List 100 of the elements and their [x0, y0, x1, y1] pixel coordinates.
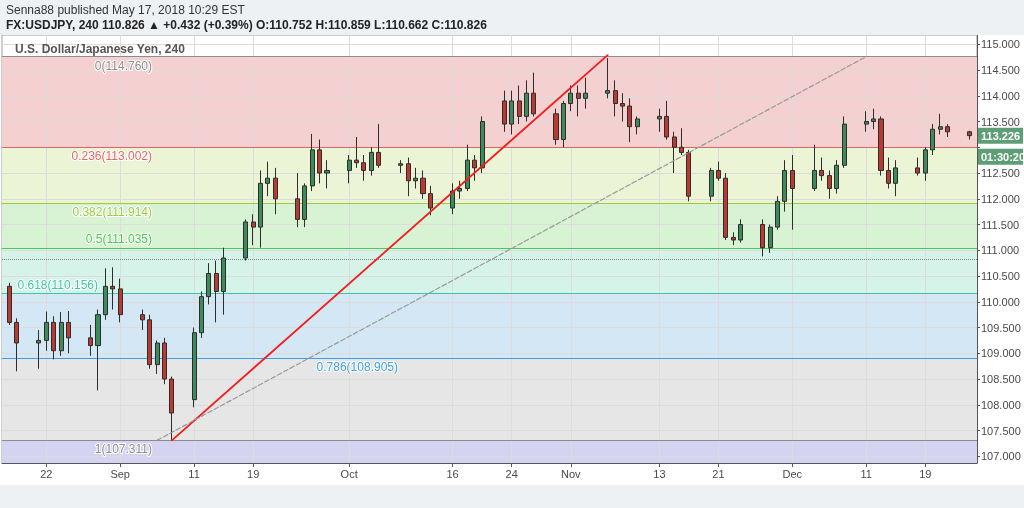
candlestick [842, 115, 847, 169]
candlestick [923, 146, 928, 182]
x-tick-label: 11 [188, 467, 200, 480]
candlestick [878, 115, 884, 177]
candlestick [147, 314, 152, 370]
candlestick [258, 169, 263, 249]
candlestick [768, 224, 773, 254]
candlestick [672, 131, 677, 174]
candlestick [613, 79, 618, 117]
y-tick-label: 111.000 [981, 244, 1020, 257]
candlestick [36, 329, 41, 370]
candlestick [679, 127, 684, 156]
candlestick [472, 154, 477, 182]
candlestick [561, 100, 566, 148]
candlestick [450, 182, 455, 215]
candlestick [95, 309, 101, 391]
candlestick [583, 77, 588, 110]
y-tick-label: 113.500 [981, 115, 1020, 128]
candlestick [420, 169, 426, 200]
candlestick [731, 231, 736, 246]
candlestick [568, 84, 573, 112]
candlestick [251, 213, 256, 246]
candlestick [118, 278, 123, 323]
candlestick [465, 144, 470, 192]
x-tick-label: Dec [782, 467, 803, 480]
candlestick [775, 195, 780, 231]
ref-line-label: 0(114.760) [94, 58, 152, 73]
candlestick [199, 290, 204, 339]
y-tick-label: 110.000 [981, 295, 1020, 308]
x-tick-label: 19 [247, 467, 260, 480]
candlestick [398, 159, 403, 174]
candlestick [324, 159, 330, 189]
candlestick [51, 315, 56, 360]
candlestick [834, 159, 839, 195]
x-tick-label: Nov [560, 467, 582, 480]
x-tick-label: 13 [653, 467, 666, 480]
candlestick [310, 133, 315, 192]
x-tick-label: 22 [40, 467, 53, 480]
ref-line-label: 1(107.311) [94, 442, 152, 457]
candlestick [480, 115, 485, 174]
candlestick [406, 157, 411, 197]
y-tick-label: 107.500 [981, 424, 1021, 437]
candlestick [361, 154, 366, 182]
candlestick [812, 144, 817, 192]
ref-line-label: 0.5(111.035) [85, 232, 152, 247]
y-tick-label: 107.000 [981, 450, 1021, 463]
text: FX:USDJPY, 240 110.826 ▲ +0.432 (+0.39%) O:110.752 H:110.859 L:110.662 C:110.826 [6, 18, 487, 32]
candlestick [605, 57, 610, 99]
candlestick [945, 123, 950, 138]
ref-line-label: 0.618(110.156) [17, 277, 98, 292]
candlestick [635, 115, 640, 135]
candlestick [827, 169, 832, 200]
candlestick [620, 92, 625, 123]
candlestick [524, 79, 529, 123]
candlestick [206, 262, 211, 305]
candlestick [243, 218, 248, 262]
candlestick [723, 172, 728, 241]
ref-line-label: 0.382(111.914) [72, 205, 152, 220]
candlestick [221, 247, 226, 316]
candlestick [295, 172, 300, 228]
y-tick-label: 112.500 [981, 167, 1020, 180]
candlestick [657, 108, 662, 133]
candlestick [428, 185, 433, 216]
text: Senna88 published May 17, 2018 10:29 EST [6, 3, 245, 17]
candlestick [760, 218, 765, 257]
text: 01:30:20 [981, 150, 1024, 163]
candlestick [716, 161, 721, 182]
candlestick [44, 311, 49, 352]
y-tick-label: 111.500 [981, 218, 1020, 231]
candlestick [915, 157, 920, 177]
candlestick [686, 149, 691, 202]
x-tick-label: Sep [110, 467, 130, 480]
candlestick [664, 100, 669, 141]
candlestick [66, 310, 71, 354]
candlestick [354, 136, 359, 169]
y-tick-label: 115.000 [981, 38, 1020, 51]
candlestick [709, 167, 714, 202]
candlestick [893, 159, 898, 197]
candlestick [871, 108, 876, 130]
candlestick [531, 72, 536, 117]
candlestick [509, 90, 514, 135]
ref-line-label: 0.236(113.002) [71, 149, 152, 164]
x-tick-label: Oct [340, 467, 358, 480]
y-tick-label: 109.000 [981, 347, 1021, 360]
candlestick [413, 167, 418, 189]
candlestick [302, 182, 307, 228]
candlestick [790, 154, 795, 231]
candlestick [192, 327, 197, 408]
x-tick-label: 11 [860, 467, 872, 480]
candlestick [627, 97, 632, 143]
text: 113.226 [981, 129, 1021, 142]
candlestick [273, 167, 278, 215]
candlestick [347, 154, 352, 184]
x-tick-label: 21 [712, 467, 725, 480]
candlestick [88, 324, 93, 357]
candlestick [317, 139, 322, 184]
candlestick [369, 146, 374, 177]
candlestick [59, 311, 64, 357]
candlestick [457, 180, 462, 200]
y-tick-label: 110.500 [981, 270, 1020, 283]
